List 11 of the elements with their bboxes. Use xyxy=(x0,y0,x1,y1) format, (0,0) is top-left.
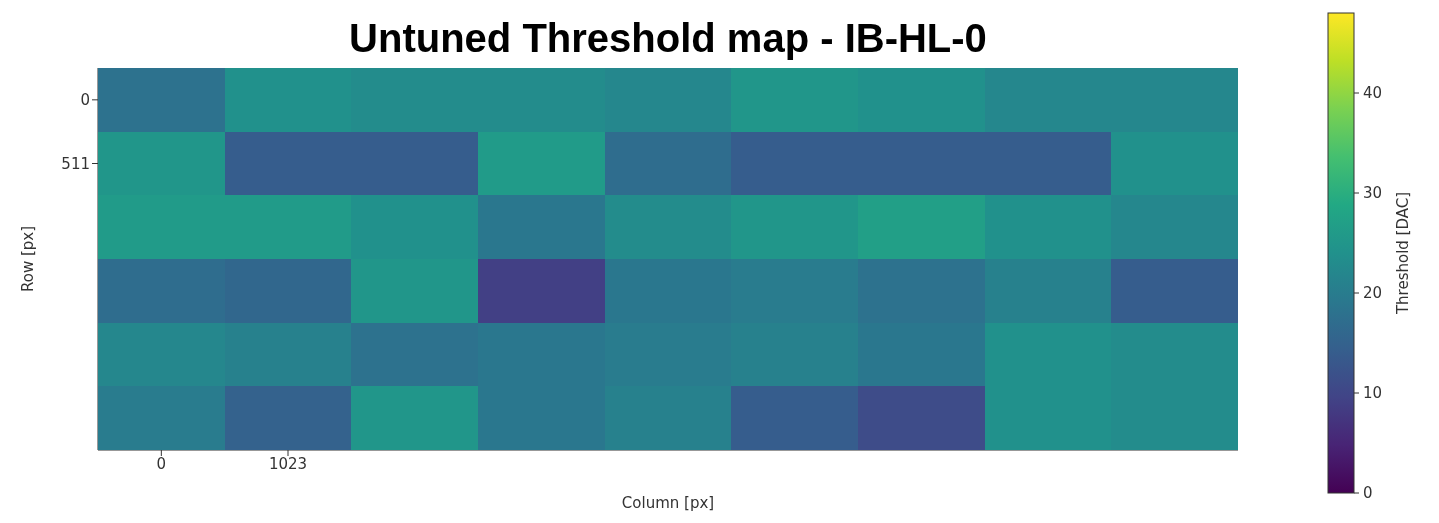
color-bar-label: 20 xyxy=(1363,284,1383,302)
chart-title: Untuned Threshold map - IB-HL-0 xyxy=(348,16,988,61)
color-bar-label: 40 xyxy=(1363,84,1383,102)
y-tick-label: 511 xyxy=(61,154,90,173)
color-bar-label: 0 xyxy=(1363,484,1373,502)
y-axis-title: Row [px] xyxy=(19,225,38,293)
color-bar-label: 10 xyxy=(1363,384,1383,402)
x-axis-title: Column [px] xyxy=(621,494,715,512)
color-bar-label: 30 xyxy=(1363,184,1383,202)
x-tick-label: 1023 xyxy=(268,454,308,473)
color-bar-title: Threshold [DAC] xyxy=(1394,191,1412,316)
